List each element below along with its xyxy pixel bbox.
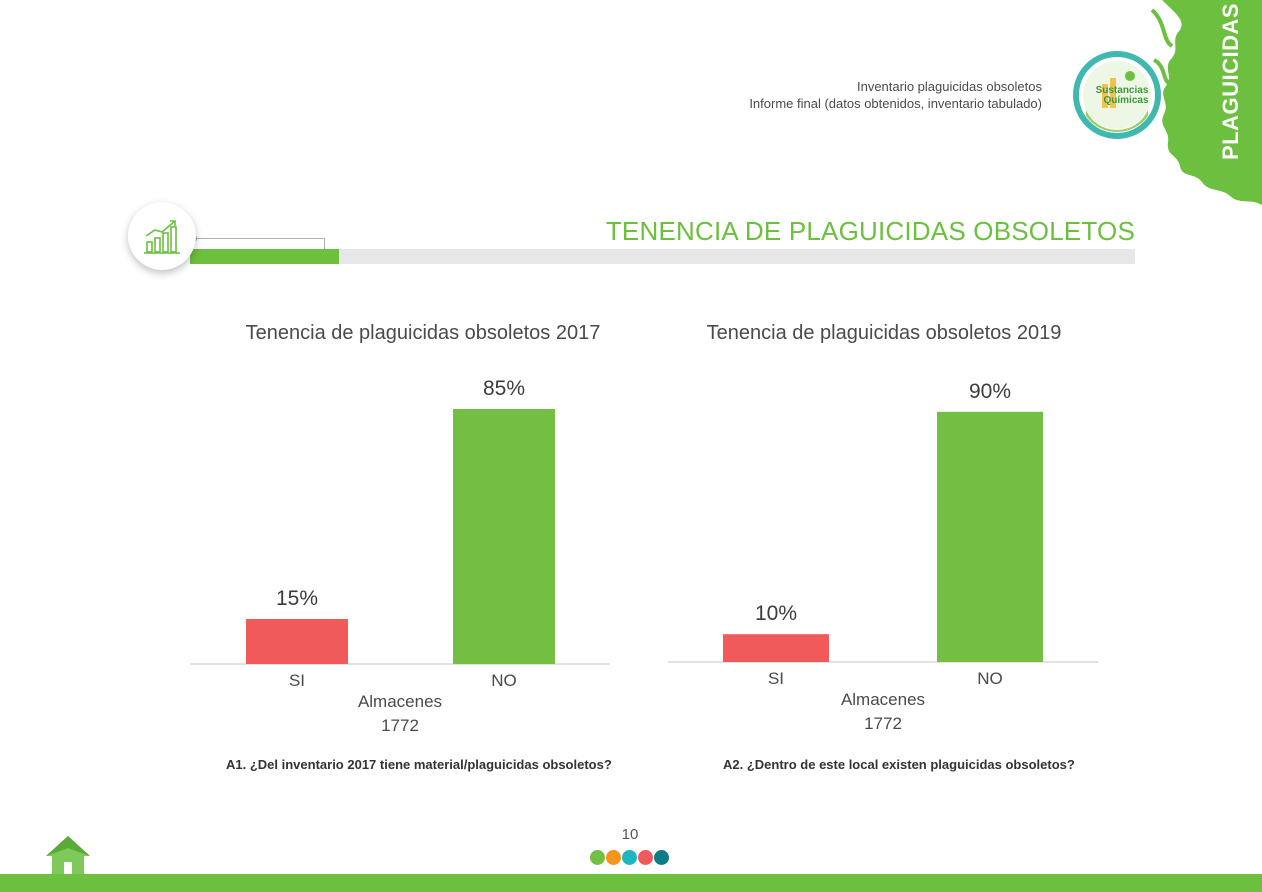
section-icon-badge	[128, 202, 196, 270]
chart-1-xlabel: Almacenes	[357, 692, 443, 711]
color-dot-1	[590, 850, 605, 865]
page-number: 10	[621, 826, 639, 843]
chart-2-value-label-no: 90%	[969, 380, 1011, 403]
chart-2-tick-si: SI	[768, 669, 784, 688]
color-dot-5	[654, 850, 669, 865]
color-dots	[590, 850, 670, 865]
footer-bar	[0, 874, 1262, 892]
chart-1-xlabel-sub: 1772	[381, 716, 419, 735]
chart-1-tick-no: NO	[491, 671, 517, 690]
chart-1: 15% SI 85% NO	[190, 377, 610, 690]
chart-1-title: Tenencia de plaguicidas obsoletos 2017	[245, 322, 601, 344]
section-title: TENENCIA DE PLAGUICIDAS OBSOLETOS	[605, 216, 1135, 246]
title-bar-connector	[194, 238, 325, 249]
sustancias-quimicas-logo: Sustancias Químicas	[1073, 51, 1161, 139]
header-line-2: Informe final (datos obtenidos, inventar…	[749, 96, 1042, 111]
growth-chart-icon	[144, 220, 180, 254]
color-dot-4	[638, 850, 653, 865]
chart-2-value-label-si: 10%	[755, 602, 797, 625]
color-dot-3	[622, 850, 637, 865]
chart-2-bar-si	[723, 634, 829, 662]
header-line-1: Inventario plaguicidas obsoletos	[856, 79, 1042, 94]
chart-2: 10% SI 90% NO	[668, 380, 1098, 688]
title-bar-track	[190, 249, 1135, 264]
color-dot-2	[606, 850, 621, 865]
logo-text-1: Sustancias	[1096, 85, 1149, 96]
home-icon[interactable]	[44, 834, 92, 876]
title-bar-accent	[190, 249, 339, 264]
chart-2-xlabel: Almacenes	[840, 690, 926, 709]
corner-brush-decoration	[1150, 0, 1262, 205]
chart-2-xlabel-sub: 1772	[864, 714, 902, 733]
document-header: Inventario plaguicidas obsoletos Informe…	[749, 78, 1042, 112]
side-tab-label: PLAGUICIDAS	[1218, 2, 1243, 160]
chart-2-bar-no	[937, 411, 1043, 662]
chart-2-question: A2. ¿Dentro de este local existen plagui…	[723, 757, 1075, 772]
chart-1-question: A1. ¿Del inventario 2017 tiene material/…	[226, 757, 612, 772]
chart-1-bar-si	[246, 619, 348, 664]
logo-text-2: Químicas	[1103, 95, 1148, 106]
chart-1-value-label-si: 15%	[276, 587, 318, 610]
chart-1-value-label-no: 85%	[483, 377, 525, 400]
chart-1-axis-title: Almacenes 1772	[190, 690, 610, 738]
chart-2-tick-no: NO	[977, 669, 1003, 688]
chart-1-bar-no	[453, 409, 555, 664]
chart-2-axis-title: Almacenes 1772	[668, 688, 1098, 736]
chart-2-title: Tenencia de plaguicidas obsoletos 2019	[706, 322, 1062, 344]
chart-1-tick-si: SI	[289, 671, 305, 690]
